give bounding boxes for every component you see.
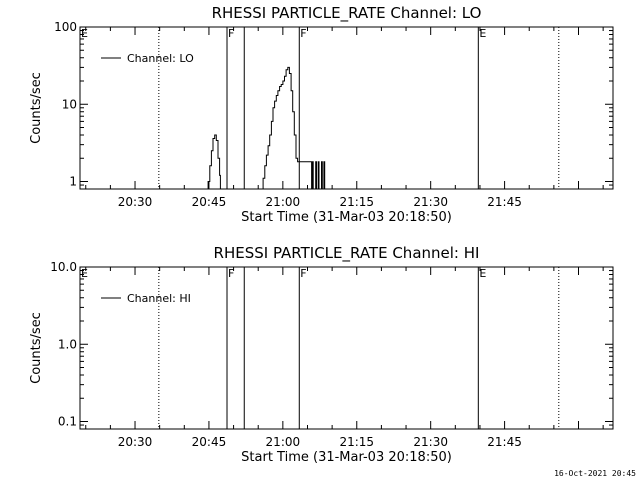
x-tick-label: 20:45 bbox=[192, 435, 227, 449]
x-tick-label: 20:30 bbox=[118, 195, 153, 209]
series-line bbox=[207, 66, 326, 190]
y-axis-label: Counts/sec bbox=[29, 72, 44, 144]
x-axis-label: Start Time (31-Mar-03 20:18:50) bbox=[241, 210, 452, 225]
x-tick-label: 21:00 bbox=[266, 195, 301, 209]
x-tick-label: 21:00 bbox=[266, 435, 301, 449]
event-marker-label: F bbox=[228, 27, 234, 40]
chart-panel-2: RHESSI PARTICLE_RATE Channel: HI 20:30 20:… bbox=[29, 244, 614, 465]
legend-label: Channel: HI bbox=[127, 292, 191, 305]
y-tick-label: 0.1 bbox=[58, 415, 77, 429]
y-axis-label: Counts/sec bbox=[29, 312, 44, 384]
x-tick-label: 20:30 bbox=[118, 435, 153, 449]
event-marker-label: E bbox=[479, 267, 486, 280]
event-marker-label: F bbox=[300, 27, 306, 40]
y-tick-label: 1.0 bbox=[58, 337, 77, 351]
x-tick-label: 21:30 bbox=[413, 195, 448, 209]
x-tick-label: 20:45 bbox=[192, 195, 227, 209]
chart-title: RHESSI PARTICLE_RATE Channel: LO bbox=[212, 4, 482, 23]
event-marker-label: F bbox=[228, 267, 234, 280]
chart-title: RHESSI PARTICLE_RATE Channel: HI bbox=[214, 244, 480, 263]
event-marker-label: E bbox=[81, 267, 88, 280]
event-marker-label: F bbox=[300, 267, 306, 280]
y-tick-label: 100 bbox=[54, 20, 77, 34]
chart-panel-1: RHESSI PARTICLE_RATE Channel: LO 20:30 20:… bbox=[29, 4, 614, 225]
event-marker-label: E bbox=[479, 27, 486, 40]
x-tick-label: 21:15 bbox=[339, 435, 374, 449]
x-tick-label: 21:30 bbox=[413, 435, 448, 449]
x-tick-label: 21:45 bbox=[487, 195, 522, 209]
plot-timestamp: 16-Oct-2021 20:45 bbox=[554, 469, 636, 478]
legend-label: Channel: LO bbox=[127, 52, 194, 65]
y-tick-label: 10.0 bbox=[50, 260, 77, 274]
event-marker-label: E bbox=[81, 27, 88, 40]
x-axis-label: Start Time (31-Mar-03 20:18:50) bbox=[241, 450, 452, 465]
y-tick-label: 10 bbox=[62, 97, 77, 111]
x-tick-label: 21:15 bbox=[339, 195, 374, 209]
x-tick-label: 21:45 bbox=[487, 435, 522, 449]
y-tick-label: 1 bbox=[69, 175, 77, 189]
